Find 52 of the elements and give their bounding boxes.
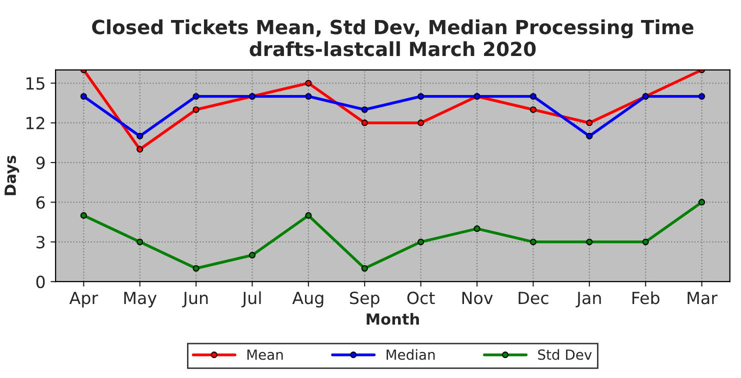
x-tick-label: Jan: [576, 292, 601, 308]
x-tick-label: Mar: [688, 292, 718, 304]
y-axis-title: Days: [4, 156, 20, 196]
x-axis-title: Month: [366, 313, 419, 325]
x-tick-label: Jul: [241, 291, 261, 308]
point: [530, 106, 537, 113]
x-tick-label: May: [124, 292, 157, 308]
point: [192, 265, 200, 272]
x-tick-label: Dec: [518, 292, 548, 304]
x-tick-label: Feb: [632, 291, 660, 304]
point: [418, 120, 424, 126]
x-tick-label: Oct: [407, 292, 435, 304]
point: [361, 265, 368, 272]
point: [361, 106, 368, 113]
legend-label: Std Dev: [538, 349, 592, 360]
x-tick-label: Nov: [462, 292, 493, 304]
x-tick-label: Jun: [182, 292, 208, 308]
legend-label: Mean: [247, 350, 283, 360]
point: [305, 80, 312, 86]
point: [530, 93, 537, 100]
point: [586, 238, 593, 246]
y-tick-label: 12: [26, 116, 44, 130]
point: [698, 93, 706, 100]
point: [80, 93, 87, 100]
x-tick-label: Apr: [69, 292, 98, 308]
point: [305, 212, 312, 219]
point: [248, 252, 256, 258]
point: [418, 93, 424, 100]
point: [418, 238, 424, 246]
x-tick-label: Sep: [350, 292, 380, 308]
x-tick-label: Aug: [292, 292, 324, 308]
point: [530, 238, 537, 246]
point: [136, 132, 144, 140]
point: [642, 238, 649, 246]
point: [586, 120, 593, 126]
point: [698, 198, 706, 206]
chart-title: Closed Tickets Mean, Std Dev, Median Processing Time drafts-lastcall March 2020: [92, 19, 694, 56]
y-tick-label: 15: [26, 77, 44, 90]
point: [136, 238, 144, 246]
point: [192, 106, 200, 113]
point: [361, 120, 368, 126]
legend-label: Median: [386, 349, 435, 360]
point: [474, 225, 480, 232]
point: [80, 212, 87, 219]
point: [586, 132, 593, 140]
point: [136, 146, 144, 153]
y-tick-label: 6: [36, 196, 45, 209]
y-tick-label: 9: [36, 156, 45, 170]
point: [192, 93, 200, 100]
point: [305, 93, 312, 100]
y-tick-label: 3: [36, 236, 45, 248]
y-tick-label: 0: [36, 276, 45, 288]
